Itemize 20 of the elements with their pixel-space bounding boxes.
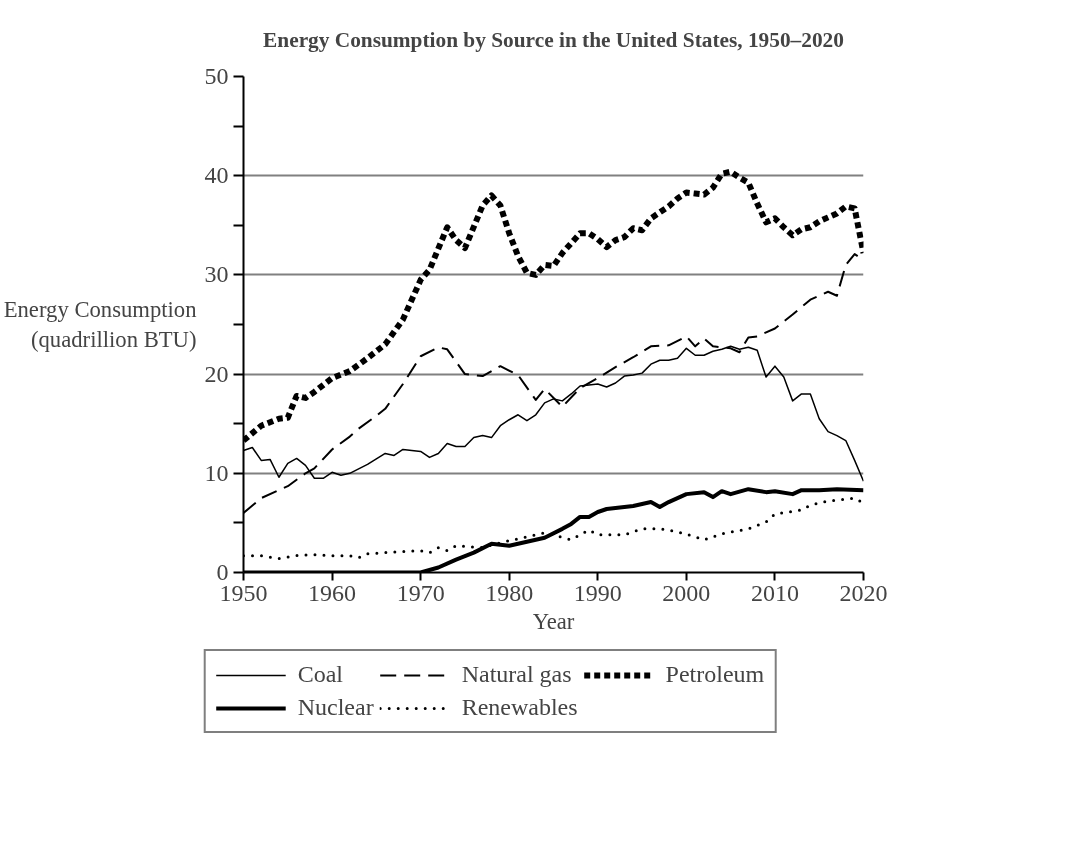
x-tick-label: 1960 (308, 579, 357, 606)
y-tick-label: 20 (204, 360, 229, 387)
x-tick-label: 2010 (750, 579, 799, 606)
legend-label: Natural gas (461, 661, 572, 688)
x-tick-label: 1990 (573, 579, 622, 606)
x-tick-label: 1970 (396, 579, 445, 606)
legend-label: Renewables (461, 694, 578, 721)
legend-label: Nuclear (297, 694, 374, 721)
y-tick-label: 30 (204, 261, 229, 288)
x-axis-title: Year (532, 608, 575, 634)
chart-title: Energy Consumption by Source in the United States, 1950–2020 (263, 27, 844, 52)
y-axis-title: Energy Consumption (quadrillion BTU) (3, 297, 197, 352)
legend-label: Coal (297, 661, 344, 688)
x-tick-label: 2020 (839, 579, 888, 606)
y-tick-label: 10 (204, 459, 229, 486)
x-tick-label: 1980 (485, 579, 534, 606)
y-tick-label: 50 (204, 63, 229, 89)
x-tick-label: 2000 (662, 579, 711, 606)
y-tick-label: 40 (204, 162, 229, 189)
legend-label: Petroleum (665, 661, 765, 688)
